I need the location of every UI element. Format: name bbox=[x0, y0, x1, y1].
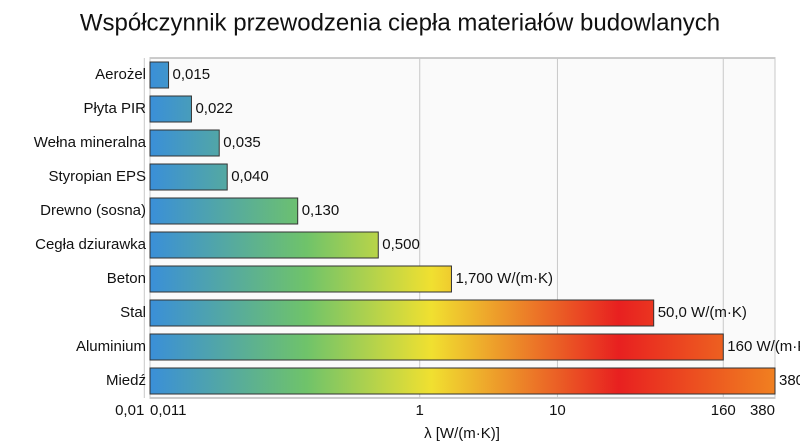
category-label: Wełna mineralna bbox=[34, 134, 147, 151]
bar bbox=[149, 299, 655, 327]
category-label: Aerożel bbox=[95, 66, 146, 83]
value-label: 0,040 bbox=[231, 168, 269, 185]
value-label: 160 W/(m·K) bbox=[727, 338, 800, 355]
x-tick-label: 10 bbox=[549, 402, 566, 419]
bar bbox=[149, 197, 299, 225]
category-label: Miedź bbox=[106, 372, 146, 389]
category-label: Beton bbox=[107, 270, 146, 287]
value-label: 0,500 bbox=[382, 236, 420, 253]
category-label: Drewno (sosna) bbox=[40, 202, 146, 219]
value-label: 0,035 bbox=[223, 134, 261, 151]
x-tick-label: 0,01 bbox=[115, 402, 144, 419]
x-tick-label: 1 bbox=[416, 402, 424, 419]
value-label: 380 W/(m·K) bbox=[779, 372, 800, 389]
x-tick-label: 380 bbox=[750, 402, 775, 419]
value-label: 0,022 bbox=[195, 100, 233, 117]
bar bbox=[149, 61, 170, 89]
value-label: 0,130 bbox=[302, 202, 340, 219]
category-label: Styropian EPS bbox=[48, 168, 146, 185]
x-tick-label: 0,011 bbox=[150, 402, 186, 419]
bar bbox=[149, 231, 379, 259]
category-label: Cegła dziurawka bbox=[35, 236, 147, 253]
bar bbox=[149, 367, 776, 395]
bar bbox=[149, 265, 452, 293]
x-axis-label: λ [W/(m·K)] bbox=[424, 425, 500, 442]
value-label: 1,700 W/(m·K) bbox=[455, 270, 553, 287]
x-tick-label: 160 bbox=[711, 402, 736, 419]
category-label: Aluminium bbox=[76, 338, 146, 355]
value-label: 0,015 bbox=[173, 66, 211, 83]
bar bbox=[149, 129, 220, 157]
bar bbox=[149, 333, 724, 361]
value-label: 50,0 W/(m·K) bbox=[658, 304, 747, 321]
category-label: Płyta PIR bbox=[83, 100, 146, 117]
category-label: Stal bbox=[120, 304, 146, 321]
chart-title: Współczynnik przewodzenia ciepła materia… bbox=[80, 9, 720, 36]
bar bbox=[149, 163, 228, 191]
bar bbox=[149, 95, 192, 123]
